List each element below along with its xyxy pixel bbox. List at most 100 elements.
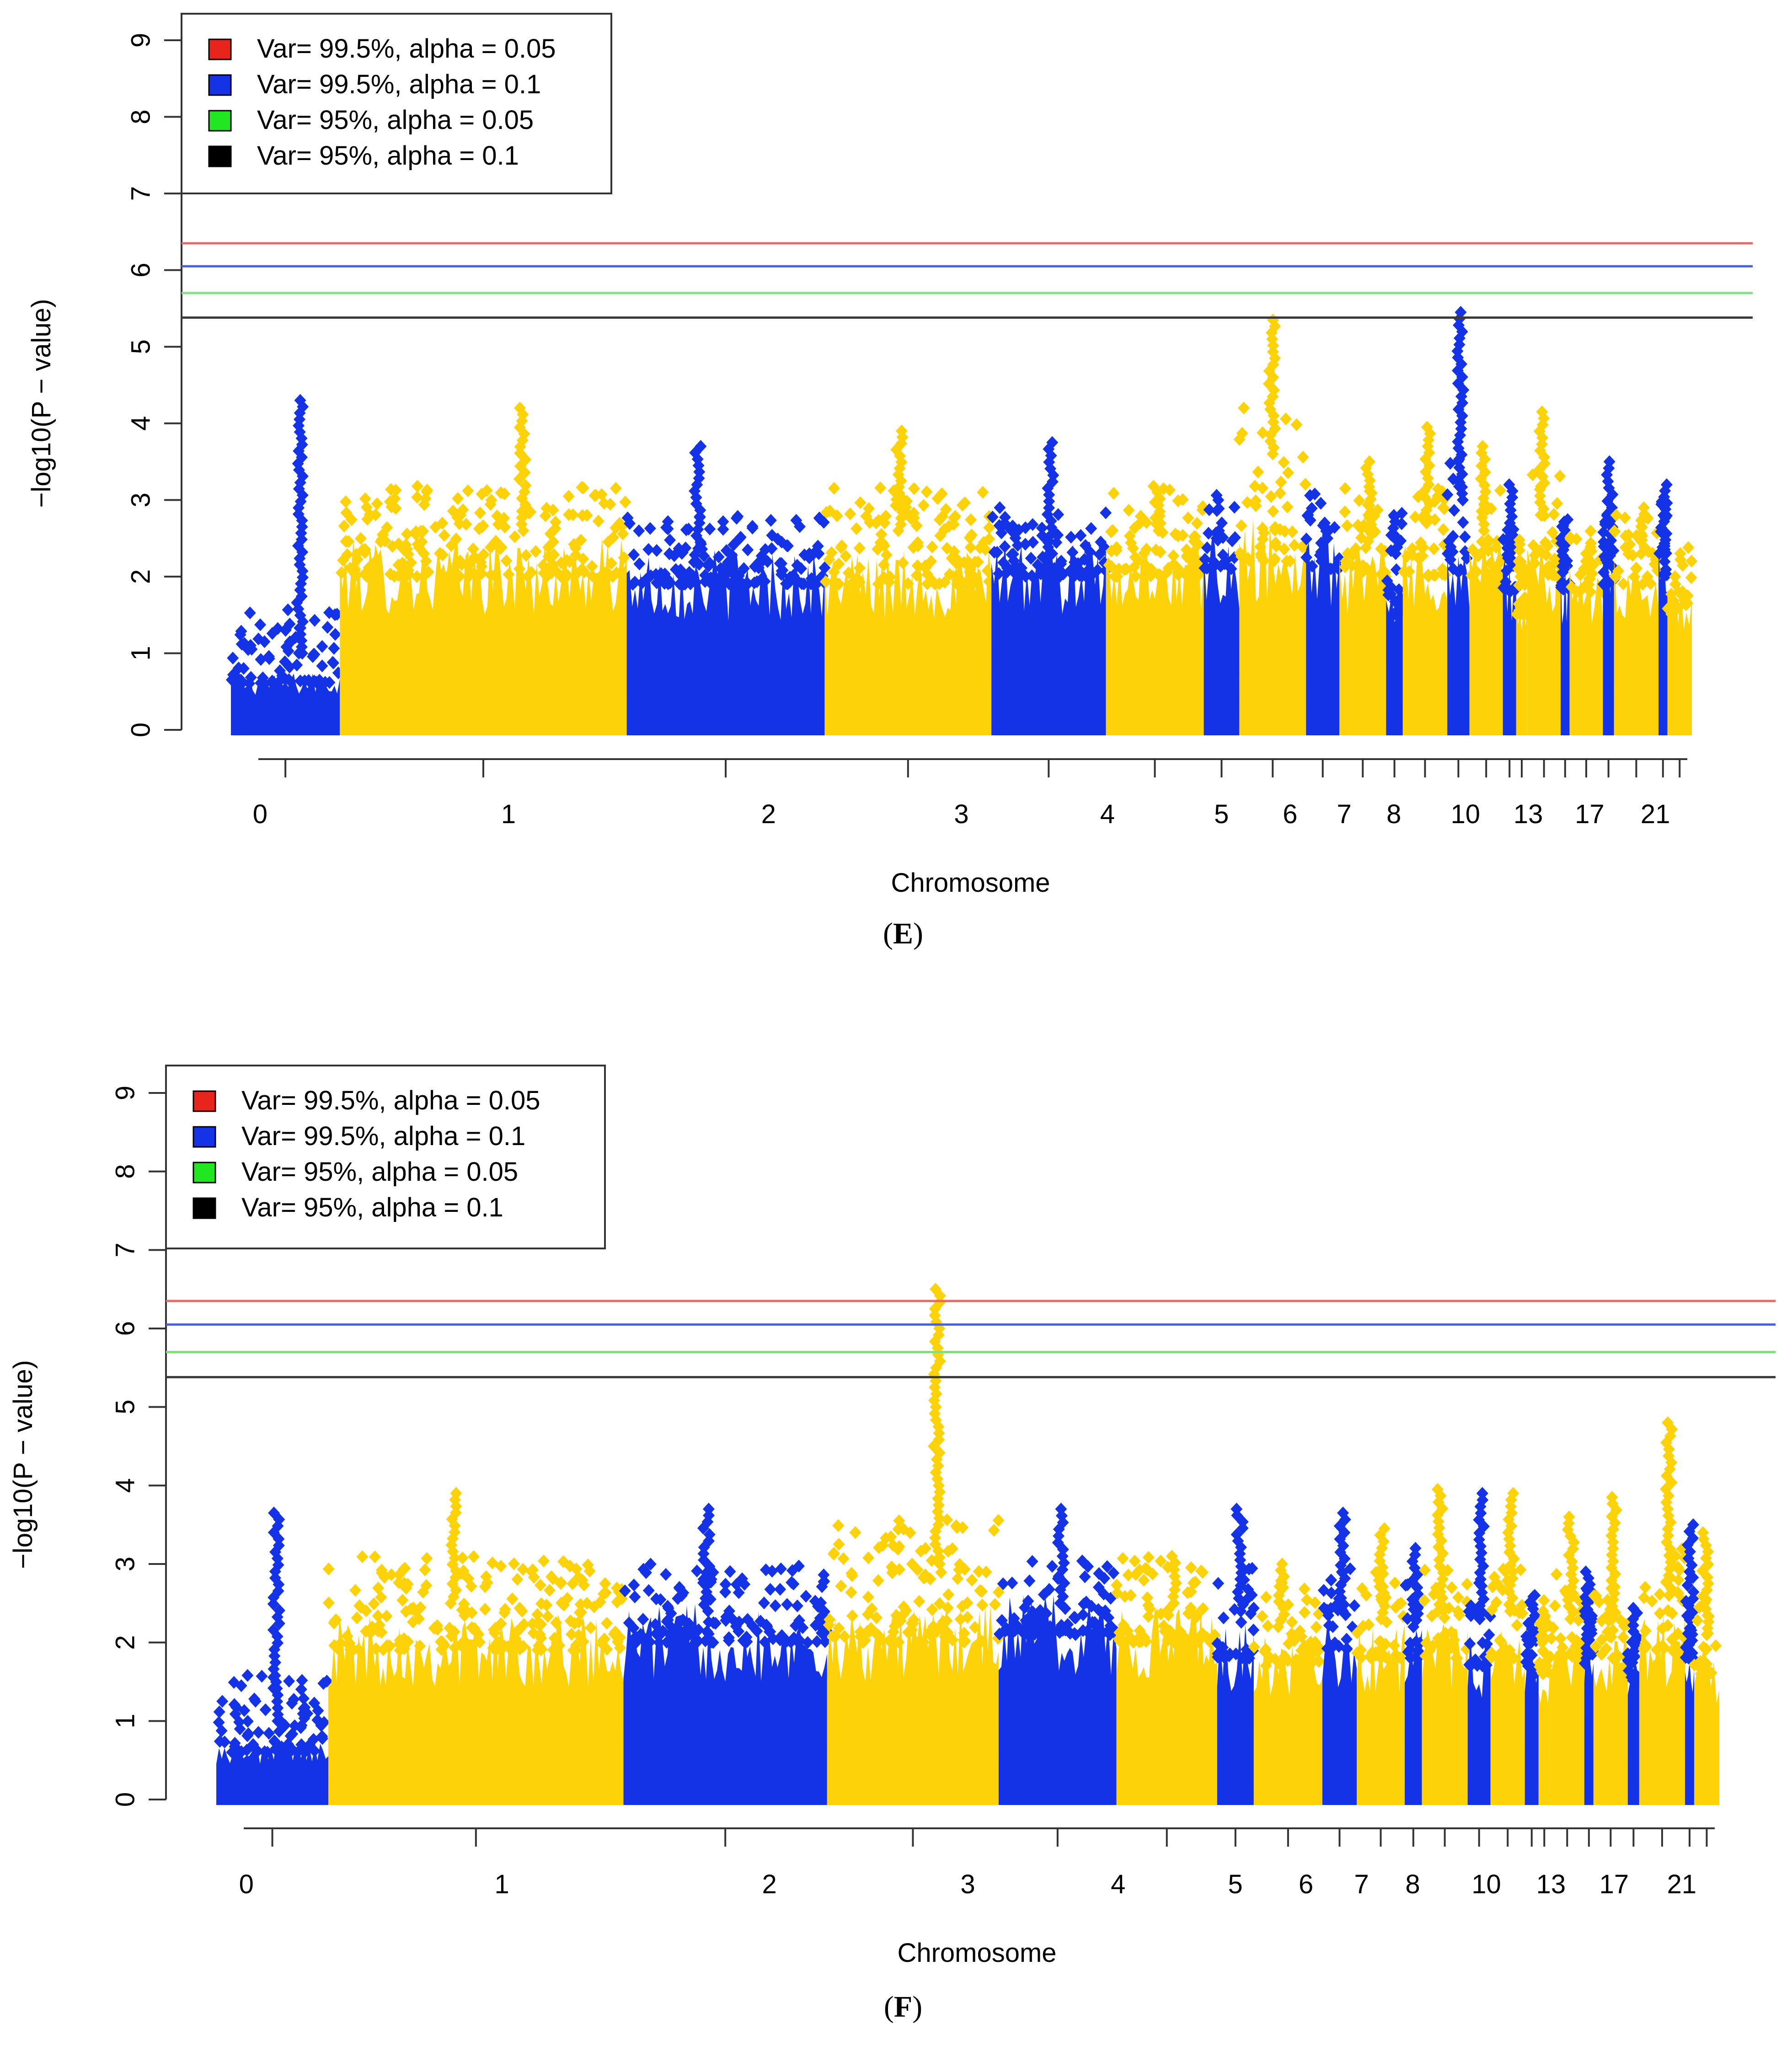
- point: [930, 1414, 942, 1427]
- point: [933, 1558, 946, 1570]
- point: [1580, 555, 1592, 568]
- point: [474, 506, 487, 520]
- x-tick-label: 5: [1214, 799, 1229, 829]
- point: [840, 550, 852, 563]
- y-tick-label: 6: [126, 263, 155, 278]
- legend-label: Var= 95%, alpha = 0.1: [241, 1193, 503, 1222]
- point: [1546, 526, 1559, 539]
- point: [1172, 529, 1184, 542]
- point: [1557, 1641, 1569, 1654]
- peak-point: [1476, 440, 1489, 453]
- point: [1293, 1655, 1305, 1668]
- point: [1262, 1619, 1274, 1633]
- point: [929, 1309, 941, 1322]
- point: [1483, 1628, 1495, 1641]
- point: [941, 1601, 954, 1614]
- point: [921, 577, 933, 590]
- point: [1120, 562, 1133, 576]
- point: [1107, 1566, 1120, 1580]
- point: [1487, 1580, 1499, 1593]
- point: [825, 546, 838, 559]
- point: [1212, 1577, 1225, 1590]
- point: [828, 482, 840, 495]
- point: [935, 1566, 947, 1579]
- point: [1465, 569, 1477, 582]
- point: [1025, 552, 1037, 565]
- point-band: [216, 1741, 329, 1805]
- point: [793, 1614, 805, 1627]
- point: [930, 1361, 942, 1374]
- point: [835, 541, 847, 554]
- y-tick-label: 8: [126, 109, 155, 124]
- point: [1341, 547, 1353, 560]
- point: [1415, 536, 1427, 549]
- point: [832, 1519, 845, 1532]
- point: [414, 525, 427, 538]
- point: [1167, 549, 1180, 562]
- point: [691, 1564, 703, 1578]
- point: [813, 511, 825, 525]
- chromosome-8-points: [1300, 487, 1345, 735]
- point: [495, 1617, 507, 1630]
- point: [419, 1563, 431, 1576]
- point: [340, 495, 352, 509]
- point: [235, 637, 248, 651]
- point: [368, 1597, 380, 1611]
- peak-point: [1166, 1549, 1178, 1563]
- point: [503, 568, 515, 581]
- point: [633, 524, 645, 537]
- point: [1180, 1633, 1192, 1646]
- point: [702, 559, 715, 573]
- point: [1104, 1619, 1117, 1632]
- point: [358, 546, 371, 559]
- chromosome-6-points: [1211, 1502, 1260, 1805]
- chromosome-14-points: [1520, 1589, 1544, 1805]
- point: [1494, 1634, 1507, 1648]
- point: [1281, 500, 1294, 514]
- point: [558, 1598, 570, 1612]
- point: [1184, 1601, 1197, 1615]
- point: [214, 1735, 226, 1748]
- point: [1348, 1599, 1361, 1612]
- point: [949, 510, 962, 523]
- point: [1418, 1594, 1430, 1607]
- point: [969, 555, 981, 568]
- point: [411, 491, 423, 504]
- point: [375, 1626, 388, 1639]
- point: [1132, 553, 1144, 567]
- point: [662, 515, 674, 528]
- point: [342, 535, 355, 548]
- point: [1111, 1586, 1123, 1600]
- peak-point: [1455, 305, 1467, 319]
- point: [1257, 554, 1270, 568]
- point: [1339, 560, 1351, 573]
- chromosome-18-points: [1564, 525, 1609, 735]
- point: [963, 556, 975, 569]
- point: [1360, 562, 1373, 575]
- point: [1605, 1630, 1617, 1644]
- point: [1322, 1609, 1335, 1622]
- chromosome-11-points: [1397, 421, 1451, 735]
- point: [966, 1574, 978, 1587]
- point: [693, 465, 706, 478]
- point: [1396, 507, 1408, 520]
- point: [831, 509, 843, 522]
- point: [1364, 1650, 1376, 1663]
- point: [1683, 1636, 1695, 1650]
- point: [1290, 418, 1303, 431]
- point: [673, 1581, 685, 1594]
- point: [1241, 496, 1253, 509]
- point: [572, 1616, 585, 1629]
- point: [673, 542, 685, 555]
- y-tick-label: 0: [110, 1792, 140, 1807]
- chromosome-8-points: [1317, 1506, 1361, 1805]
- peak-point: [1669, 570, 1681, 583]
- point: [297, 1692, 310, 1705]
- point: [1182, 511, 1194, 525]
- point: [1081, 1624, 1094, 1638]
- point-band: [231, 673, 340, 735]
- point: [1459, 530, 1471, 544]
- point: [738, 1578, 751, 1591]
- point: [1683, 1647, 1695, 1660]
- point: [1202, 527, 1214, 540]
